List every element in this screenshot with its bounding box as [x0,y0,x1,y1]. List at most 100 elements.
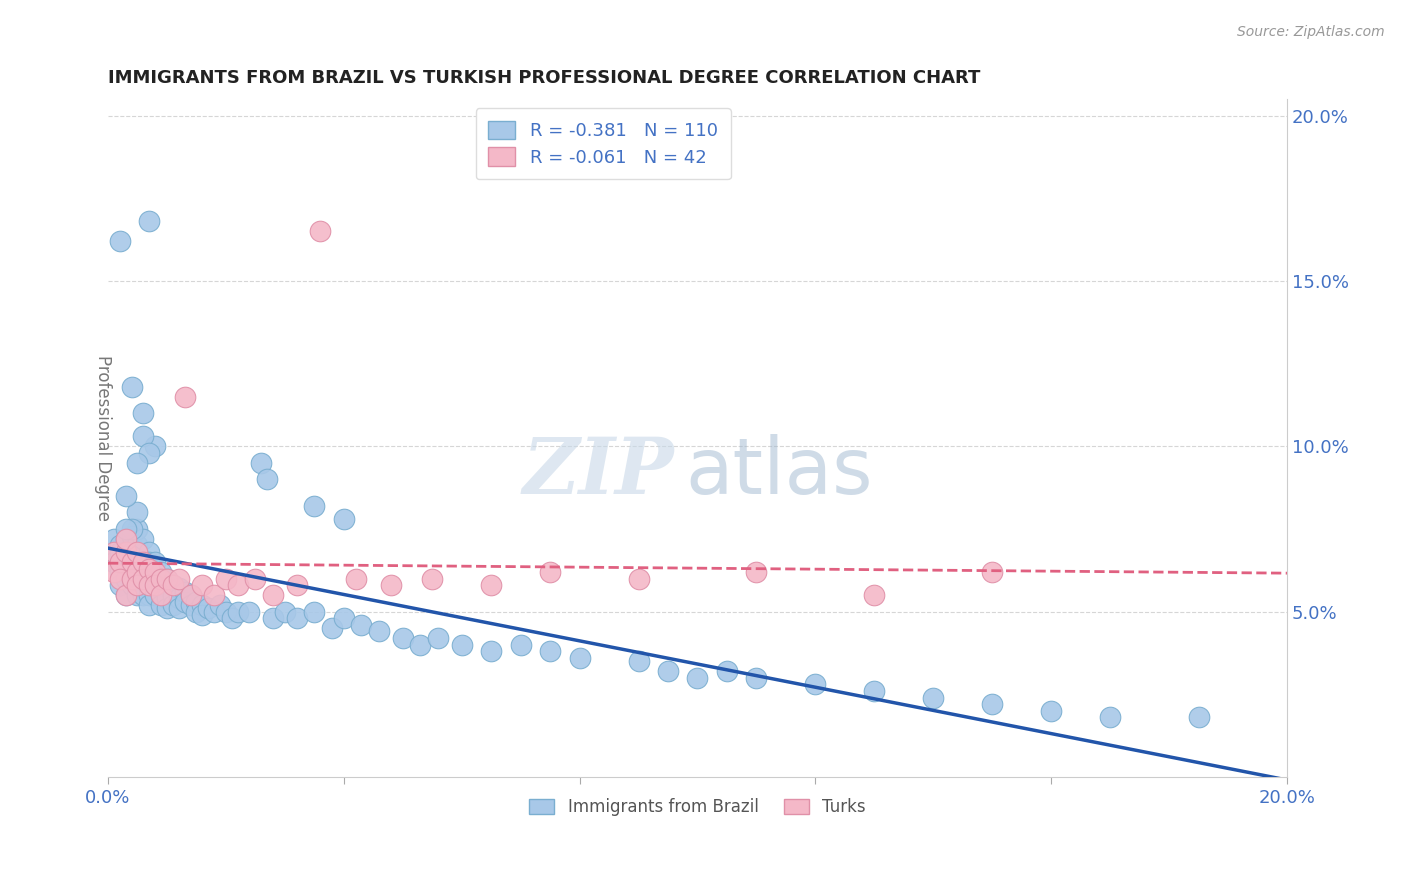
Point [804,677,827,691]
Point [156,572,179,586]
Point [150,572,173,586]
Point [197,601,219,615]
Point [627,572,650,586]
Point [981,697,1004,711]
Point [180,588,202,602]
Point [538,565,561,579]
Point [138,572,160,586]
Point [191,578,214,592]
Point [132,406,155,420]
Point [114,532,136,546]
Point [121,565,143,579]
Point [262,611,284,625]
Point [208,598,231,612]
Point [256,472,278,486]
Point [863,684,886,698]
Point [186,605,208,619]
Point [127,545,149,559]
Point [127,456,149,470]
Point [143,578,166,592]
Point [127,572,149,586]
Point [538,644,561,658]
Text: ZIP: ZIP [522,434,673,510]
Point [215,572,238,586]
Point [138,588,160,602]
Point [143,578,166,592]
Point [132,572,155,586]
Point [202,588,225,602]
Point [262,588,284,602]
Point [108,578,131,592]
Point [427,631,450,645]
Point [162,578,184,592]
Point [1099,710,1122,724]
Point [380,578,402,592]
Point [132,588,155,602]
Point [114,545,136,559]
Text: atlas: atlas [686,434,873,510]
Point [108,235,131,249]
Point [132,532,155,546]
Point [103,565,125,579]
Point [173,595,195,609]
Point [391,631,413,645]
Point [304,605,326,619]
Point [450,638,472,652]
Point [167,582,190,596]
Point [409,638,432,652]
Point [226,578,249,592]
Point [121,572,143,586]
Point [121,528,143,542]
Point [114,532,136,546]
Point [173,390,195,404]
Point [686,671,709,685]
Point [150,588,173,602]
Point [121,380,143,394]
Point [114,522,136,536]
Point [745,671,768,685]
Point [127,555,149,569]
Point [121,522,143,536]
Point [981,565,1004,579]
Point [143,565,166,579]
Point [114,588,136,602]
Point [162,598,184,612]
Point [202,605,225,619]
Point [238,605,260,619]
Point [114,572,136,586]
Point [121,545,143,559]
Point [1187,710,1209,724]
Point [143,555,166,569]
Point [127,588,149,602]
Point [173,584,195,599]
Point [108,565,131,579]
Point [150,565,173,579]
Point [156,572,179,586]
Point [250,456,273,470]
Point [333,611,356,625]
Point [150,598,173,612]
Point [226,605,249,619]
Point [304,499,326,513]
Point [114,489,136,503]
Point [285,611,308,625]
Point [114,555,136,569]
Point [103,532,125,546]
Point [132,555,155,569]
Point [150,588,173,602]
Text: IMMIGRANTS FROM BRAZIL VS TURKISH PROFESSIONAL DEGREE CORRELATION CHART: IMMIGRANTS FROM BRAZIL VS TURKISH PROFES… [108,69,980,87]
Point [127,565,149,579]
Point [285,578,308,592]
Point [716,664,738,678]
Point [108,539,131,553]
Point [333,512,356,526]
Point [162,578,184,592]
Point [138,561,160,575]
Point [138,446,160,460]
Point [143,439,166,453]
Point [138,214,160,228]
Point [420,572,443,586]
Point [103,545,125,559]
Point [745,565,768,579]
Point [114,545,136,559]
